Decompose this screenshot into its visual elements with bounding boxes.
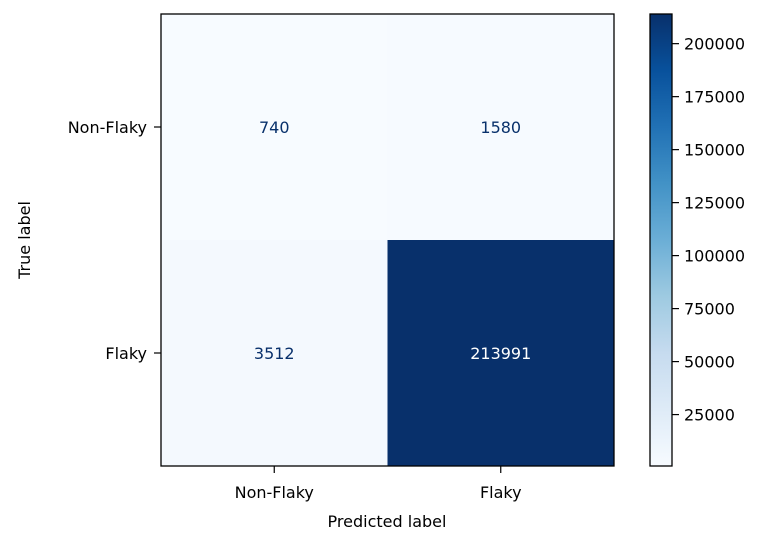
colorbar-ticks: 25000 50000 75000 100000 125000 150000 175000 2… [672, 35, 745, 425]
heatmap-cells [161, 14, 615, 467]
heatmap-cell [387, 240, 615, 467]
heatmap-cell [161, 240, 388, 467]
colorbar-tick-label: 100000 [684, 247, 745, 266]
plot-frame [160, 13, 615, 467]
colorbar-tick-label: 50000 [684, 353, 735, 372]
colorbar-tick-label: 75000 [684, 300, 735, 319]
x-axis-ticks: Non-Flaky Flaky [235, 466, 522, 502]
x-axis-label: Predicted label [328, 512, 447, 531]
heatmap-cell [387, 14, 615, 241]
cell-value-label: 213991 [470, 344, 531, 363]
heatmap-cell [161, 14, 388, 241]
colorbar-tick-label: 25000 [684, 406, 735, 425]
cell-value-label: 3512 [254, 344, 295, 363]
x-tick-label: Flaky [480, 483, 522, 502]
colorbar-tick-label: 125000 [684, 194, 745, 213]
colorbar-tick-label: 175000 [684, 88, 745, 107]
cell-value-label: 740 [259, 118, 290, 137]
heatmap-cell-labels: 740 1580 3512 213991 [254, 118, 531, 363]
y-tick-label: Flaky [105, 344, 147, 363]
y-axis-label: True label [15, 201, 34, 280]
x-tick-label: Non-Flaky [235, 483, 314, 502]
y-tick-label: Non-Flaky [68, 118, 147, 137]
cell-value-label: 1580 [480, 118, 521, 137]
colorbar-tick-label: 150000 [684, 141, 745, 160]
colorbar-tick-label: 200000 [684, 35, 745, 54]
colorbar [649, 13, 673, 467]
y-axis-ticks: Non-Flaky Flaky [68, 118, 161, 363]
